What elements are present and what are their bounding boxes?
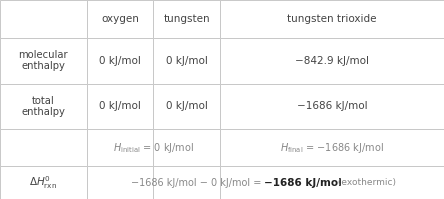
Bar bbox=[87, 38, 153, 84]
Bar bbox=[0, 129, 87, 166]
Text: tungsten: tungsten bbox=[163, 14, 210, 24]
Text: molecular
enthalpy: molecular enthalpy bbox=[19, 50, 68, 71]
Bar bbox=[0, 84, 87, 129]
Bar bbox=[153, 84, 220, 129]
Text: 0 kJ/mol: 0 kJ/mol bbox=[99, 56, 141, 66]
Bar bbox=[153, 166, 220, 199]
Text: oxygen: oxygen bbox=[101, 14, 139, 24]
Bar bbox=[220, 129, 444, 166]
Bar bbox=[87, 0, 153, 38]
Text: $\Delta H^0_\mathrm{rxn}$: $\Delta H^0_\mathrm{rxn}$ bbox=[29, 174, 57, 191]
Text: 0 kJ/mol: 0 kJ/mol bbox=[99, 101, 141, 111]
Bar bbox=[87, 84, 153, 129]
Text: −842.9 kJ/mol: −842.9 kJ/mol bbox=[295, 56, 369, 66]
Bar bbox=[153, 129, 220, 166]
Bar bbox=[87, 166, 153, 199]
Bar bbox=[153, 0, 220, 38]
Text: tungsten trioxide: tungsten trioxide bbox=[287, 14, 377, 24]
Text: total
enthalpy: total enthalpy bbox=[21, 96, 65, 117]
Bar bbox=[220, 166, 444, 199]
Text: (exothermic): (exothermic) bbox=[335, 178, 396, 187]
Text: −1686 kJ/mol: −1686 kJ/mol bbox=[297, 101, 368, 111]
Text: $H_\mathrm{final}$ = −1686 kJ/mol: $H_\mathrm{final}$ = −1686 kJ/mol bbox=[280, 141, 384, 155]
Bar bbox=[0, 166, 87, 199]
Text: −1686 kJ/mol − 0 kJ/mol =: −1686 kJ/mol − 0 kJ/mol = bbox=[131, 178, 264, 188]
Bar bbox=[153, 38, 220, 84]
Text: −1686 kJ/mol: −1686 kJ/mol bbox=[264, 178, 342, 188]
Bar bbox=[220, 38, 444, 84]
Bar bbox=[0, 0, 87, 38]
Text: $H_\mathrm{initial}$ = 0 kJ/mol: $H_\mathrm{initial}$ = 0 kJ/mol bbox=[113, 141, 194, 155]
Text: 0 kJ/mol: 0 kJ/mol bbox=[166, 56, 208, 66]
Text: 0 kJ/mol: 0 kJ/mol bbox=[166, 101, 208, 111]
Bar bbox=[87, 129, 153, 166]
Bar bbox=[0, 38, 87, 84]
Bar bbox=[220, 84, 444, 129]
Bar bbox=[220, 0, 444, 38]
